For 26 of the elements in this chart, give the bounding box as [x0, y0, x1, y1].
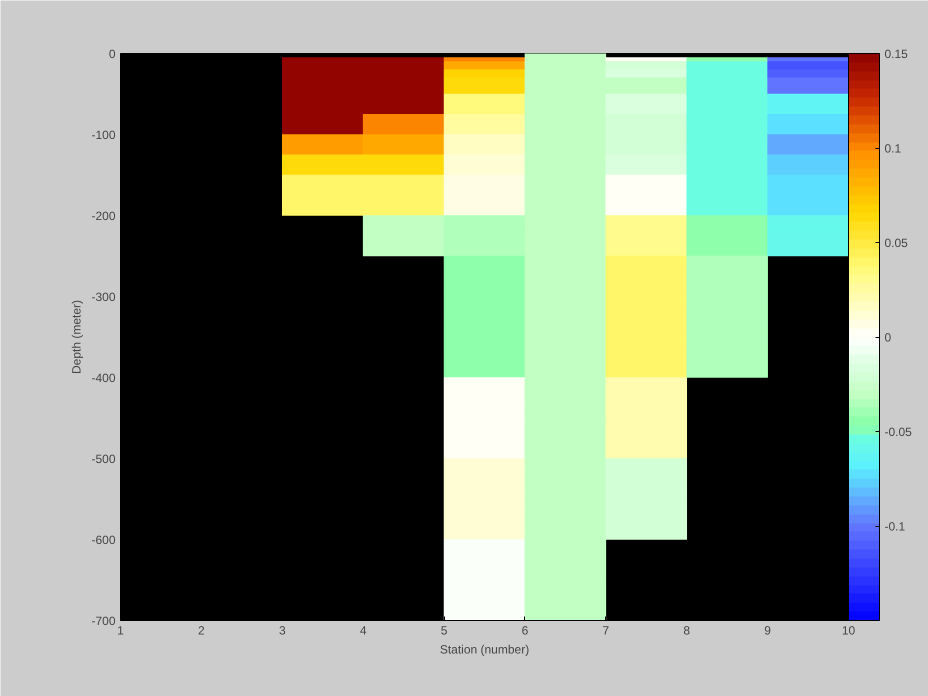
color-bar-label: 0.15 — [884, 47, 908, 61]
x-tick-label: 7 — [602, 624, 610, 638]
x-tick-label: 10 — [842, 624, 856, 638]
color-bar-label: 0 — [884, 330, 892, 344]
x-tick-label: 6 — [522, 624, 529, 638]
x-tick-label: 9 — [764, 624, 772, 638]
color-bar-label: -0.05 — [884, 425, 912, 439]
x-axis-title: Station (number) — [440, 642, 530, 656]
color-bar-label: 0.05 — [884, 236, 908, 250]
y-tick-label: -700 — [91, 614, 116, 628]
y-axis-title: Depth (meter) — [69, 300, 84, 374]
y-tick-label: -200 — [91, 209, 116, 223]
y-tick-label: -100 — [91, 128, 116, 142]
x-tick-label: 8 — [683, 624, 690, 638]
color-bar-label: 0.1 — [884, 142, 902, 156]
x-tick-label: 1 — [117, 624, 124, 638]
x-tick-label: 4 — [360, 624, 367, 638]
x-tick-label: 2 — [198, 624, 206, 638]
y-tick-label: -600 — [91, 533, 116, 547]
y-tick-label: 0 — [108, 47, 116, 61]
x-tick-label: 3 — [278, 624, 286, 638]
y-tick-label: -400 — [91, 371, 116, 385]
y-tick-label: -500 — [91, 452, 116, 466]
x-tick-label: 5 — [440, 624, 448, 638]
y-tick-label: -300 — [91, 290, 116, 304]
color-bar-label: -0.1 — [884, 520, 906, 534]
